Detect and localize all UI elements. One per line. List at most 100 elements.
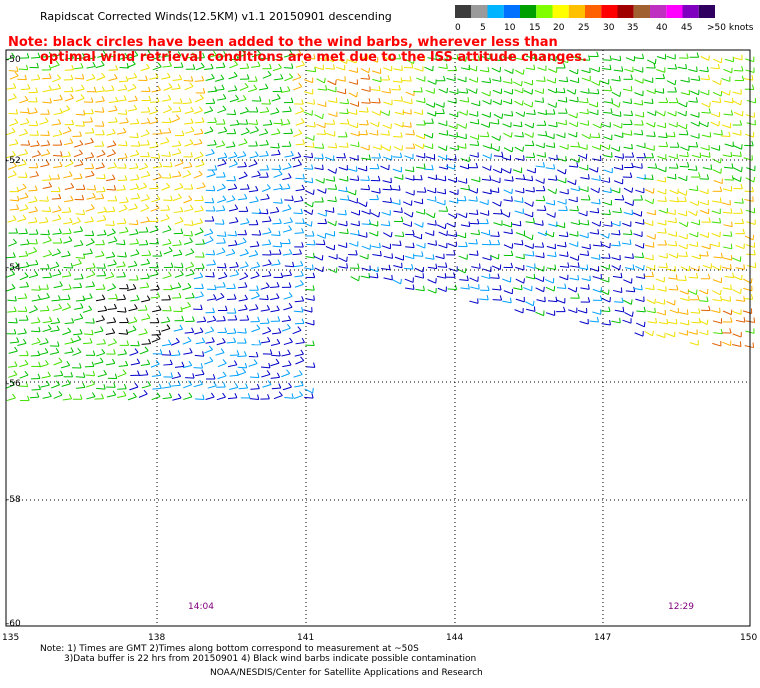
wind-barb (721, 77, 730, 82)
wind-barb (237, 198, 247, 201)
wind-barb (579, 188, 589, 193)
wind-barb-feather (167, 205, 170, 211)
wind-barb-feather (256, 285, 259, 291)
wind-barb (217, 55, 227, 58)
wind-barb (601, 123, 611, 128)
wind-barb-feather (222, 315, 226, 321)
wind-barb (63, 142, 73, 146)
wind-barb (446, 77, 456, 82)
wind-barb-feather (24, 293, 28, 299)
wind-barb-feather (26, 281, 29, 287)
legend-label: 15 (529, 23, 540, 33)
wind-barb (193, 222, 203, 226)
wind-barb (28, 250, 37, 255)
wind-barb (680, 79, 690, 83)
wind-barb-feather (257, 316, 260, 322)
wind-barb-feather (730, 231, 733, 237)
wind-barb-feather (630, 299, 633, 305)
wind-barb (204, 360, 214, 365)
wind-barb-feather (233, 159, 238, 165)
wind-barb (481, 113, 491, 118)
wind-barb (73, 333, 83, 336)
wind-barb (338, 223, 348, 227)
wind-barb-feather (275, 358, 280, 364)
wind-barb-feather (486, 218, 489, 224)
wind-barb-feather (266, 370, 271, 375)
wind-barb-feather (511, 196, 513, 202)
wind-barb-feather (126, 283, 129, 289)
wind-barb (592, 288, 602, 293)
wind-barb (383, 255, 393, 259)
wind-barb (260, 286, 270, 290)
wind-barb-feather (244, 304, 248, 310)
wind-barb (394, 235, 404, 238)
wind-barb (161, 54, 171, 58)
wind-barb-feather (728, 90, 731, 96)
wind-barb (688, 145, 698, 148)
wind-barb (489, 122, 499, 125)
wind-barb (31, 341, 41, 346)
wind-barb (482, 191, 492, 195)
wind-barb (657, 222, 667, 226)
lon-label-150: 150 (740, 633, 757, 643)
wind-barb (229, 64, 238, 69)
wind-barb-feather (178, 239, 182, 245)
wind-barb-feather (255, 291, 260, 297)
wind-barb (588, 103, 598, 108)
wind-barb (206, 263, 216, 266)
wind-barb (537, 67, 547, 72)
wind-barb (669, 189, 679, 195)
wind-barb-feather (47, 229, 50, 235)
wind-barb-feather (25, 118, 30, 123)
wind-barb (217, 266, 227, 269)
wind-barb (369, 223, 378, 227)
wind-barb-feather (102, 50, 107, 56)
wind-barb-feather (378, 153, 381, 159)
wind-barb-feather (101, 393, 104, 399)
wind-barb-feather (89, 293, 93, 299)
wind-barb (42, 239, 52, 244)
wind-barb (303, 180, 313, 184)
wind-barb-feather (224, 262, 227, 269)
wind-barb (722, 266, 732, 270)
wind-barb (116, 276, 126, 278)
wind-barb (292, 53, 302, 57)
wind-barb-feather (158, 329, 162, 335)
wind-barb-feather (334, 196, 337, 202)
wind-barb-feather (654, 163, 658, 169)
wind-barb-feather (423, 120, 426, 126)
wind-barb-feather (444, 223, 447, 229)
wind-barb-feather (201, 75, 205, 81)
wind-barb (646, 67, 656, 69)
wind-barb-feather (224, 327, 227, 333)
wind-barb (690, 90, 699, 96)
wind-barb-feather (510, 132, 513, 138)
wind-barb (603, 154, 613, 158)
wind-barb-feather (135, 249, 140, 254)
wind-barb (493, 212, 503, 215)
wind-barb-feather (653, 131, 656, 137)
wind-barb-feather (300, 208, 303, 214)
wind-barb (96, 219, 107, 222)
wind-barb (50, 64, 60, 69)
wind-barb-feather (489, 77, 492, 83)
wind-barb-feather (46, 380, 50, 386)
wind-barb-feather (37, 74, 41, 80)
wind-barb (226, 341, 236, 344)
wind-barb (19, 374, 29, 379)
wind-barb (514, 57, 524, 61)
wind-barb-feather (739, 120, 743, 126)
wind-barb-feather (68, 207, 72, 213)
wind-barb-feather (673, 131, 676, 137)
wind-barb (644, 331, 653, 337)
wind-barb-feather (222, 238, 226, 244)
wind-barb-feather (719, 197, 722, 203)
wind-barb (304, 267, 314, 271)
wind-barb-feather (499, 135, 501, 141)
wind-barb (413, 255, 423, 257)
wind-barb (28, 210, 38, 214)
wind-barb (655, 278, 665, 283)
wind-barb (614, 301, 624, 303)
wind-barb (734, 111, 743, 117)
wind-barb-feather (298, 160, 302, 165)
